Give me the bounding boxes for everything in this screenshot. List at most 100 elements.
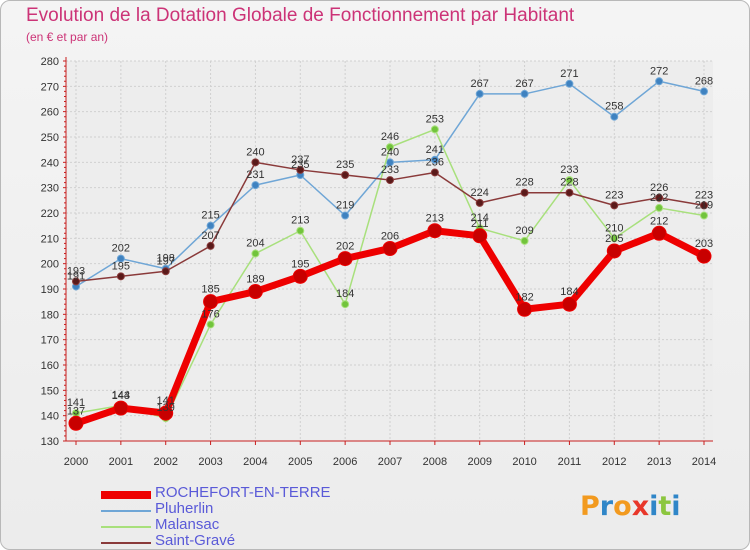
x-tick-label: 2000 <box>64 456 88 468</box>
data-point-saint-grave <box>72 277 80 286</box>
data-label-saint-grave: 197 <box>157 255 175 267</box>
data-label-saint-grave: 226 <box>650 182 668 194</box>
legend-label-rochefort: ROCHEFORT-EN-TERRE <box>155 484 331 501</box>
data-label-saint-grave: 207 <box>201 230 219 242</box>
data-label-saint-grave: 236 <box>426 156 444 168</box>
data-point-pluherlin <box>116 254 125 263</box>
data-point-saint-grave <box>161 267 170 276</box>
data-label-pluherlin: 198 <box>157 253 175 265</box>
data-point-rochefort <box>472 228 488 244</box>
legend-item-rochefort: ROCHEFORT-EN-TERRE <box>101 484 401 502</box>
legend-item-saint-grave: Saint-Gravé <box>101 533 401 549</box>
data-label-malansac: 184 <box>336 288 354 300</box>
data-label-pluherlin: 219 <box>336 200 354 212</box>
logo-letter: x <box>631 491 650 522</box>
x-tick-label: 2008 <box>423 456 447 468</box>
y-tick-label: 220 <box>41 208 59 220</box>
y-tick-label: 250 <box>41 132 59 144</box>
data-label-pluherlin: 235 <box>291 159 309 171</box>
data-point-malansac <box>206 320 215 329</box>
data-point-rochefort <box>696 248 712 264</box>
data-point-saint-grave <box>655 193 664 202</box>
data-label-malansac: 176 <box>201 308 219 320</box>
y-tick-label: 240 <box>41 157 59 169</box>
y-tick-label: 210 <box>41 233 59 245</box>
data-label-malansac: 214 <box>471 212 489 224</box>
y-tick-label: 180 <box>41 309 59 321</box>
data-label-rochefort: 195 <box>291 258 309 270</box>
x-tick-label: 2012 <box>602 456 626 468</box>
data-point-pluherlin <box>341 211 350 220</box>
data-point-pluherlin <box>565 79 574 88</box>
data-label-pluherlin: 267 <box>471 78 489 90</box>
data-point-saint-grave <box>520 188 529 197</box>
chart-title: Evolution de la Dotation Globale de Fonc… <box>26 5 575 26</box>
data-point-malansac <box>610 234 619 243</box>
y-tick-label: 140 <box>41 411 59 423</box>
data-label-pluherlin: 271 <box>560 68 578 80</box>
x-tick-label: 2011 <box>558 456 582 468</box>
data-label-malansac: 210 <box>605 222 623 234</box>
data-label-rochefort: 143 <box>112 390 130 402</box>
x-tick-label: 2014 <box>692 456 716 468</box>
legend-item-pluherlin: Pluherlin <box>101 501 401 518</box>
data-label-pluherlin: 241 <box>426 144 444 156</box>
data-point-saint-grave <box>610 201 619 210</box>
data-label-rochefort: 185 <box>201 284 219 296</box>
data-point-saint-grave <box>565 188 574 197</box>
data-point-saint-grave <box>341 171 350 179</box>
data-label-saint-grave: 193 <box>67 265 85 277</box>
proxiti-logo: Proxiti <box>580 491 681 522</box>
data-point-saint-grave <box>700 201 708 210</box>
logo-letter: r <box>599 491 614 522</box>
legend-swatch-pluherlin <box>101 510 151 512</box>
data-point-malansac <box>386 143 394 152</box>
data-point-pluherlin <box>251 181 260 190</box>
data-label-pluherlin: 240 <box>381 146 399 158</box>
data-point-rochefort <box>292 268 308 284</box>
data-point-rochefort <box>158 405 174 421</box>
data-point-malansac <box>565 176 574 185</box>
x-tick-label: 2001 <box>109 456 133 468</box>
data-label-rochefort: 189 <box>246 274 264 286</box>
data-label-malansac: 222 <box>650 192 668 204</box>
data-label-rochefort: 203 <box>695 238 713 250</box>
data-label-pluherlin: 202 <box>112 243 130 255</box>
logo-letter: i <box>671 491 681 522</box>
data-label-rochefort: 211 <box>471 218 489 230</box>
data-label-malansac: 246 <box>381 131 399 143</box>
data-label-saint-grave: 195 <box>112 260 130 272</box>
data-point-malansac <box>430 125 439 134</box>
data-label-rochefort: 141 <box>157 395 175 407</box>
x-tick-label: 2005 <box>288 456 312 468</box>
logo-letter: i <box>649 491 659 522</box>
data-point-saint-grave <box>206 241 215 250</box>
data-label-rochefort: 202 <box>336 241 354 253</box>
data-point-rochefort <box>337 251 353 267</box>
data-label-rochefort: 213 <box>426 213 444 225</box>
data-point-pluherlin <box>430 155 439 164</box>
data-point-rochefort <box>68 415 84 431</box>
legend-item-malansac: Malansac <box>101 517 401 534</box>
data-point-saint-grave <box>386 176 394 185</box>
data-label-pluherlin: 231 <box>246 169 264 181</box>
data-point-rochefort <box>606 243 622 259</box>
data-point-pluherlin <box>386 158 394 167</box>
data-label-malansac: 139 <box>157 402 175 414</box>
data-label-malansac: 209 <box>515 225 533 237</box>
y-tick-label: 160 <box>41 360 59 372</box>
x-tick-label: 2002 <box>153 456 177 468</box>
data-label-rochefort: 206 <box>381 230 399 242</box>
y-tick-label: 150 <box>41 385 59 397</box>
y-tick-label: 270 <box>41 81 59 93</box>
data-label-pluherlin: 268 <box>695 75 713 87</box>
data-point-saint-grave <box>475 198 484 207</box>
data-point-pluherlin <box>206 221 215 230</box>
data-label-rochefort: 182 <box>515 291 533 303</box>
y-tick-label: 230 <box>41 183 59 195</box>
x-tick-label: 2007 <box>378 456 402 468</box>
logo-letter: o <box>613 491 632 522</box>
x-tick-label: 2009 <box>467 456 491 468</box>
data-label-rochefort: 205 <box>605 233 623 245</box>
